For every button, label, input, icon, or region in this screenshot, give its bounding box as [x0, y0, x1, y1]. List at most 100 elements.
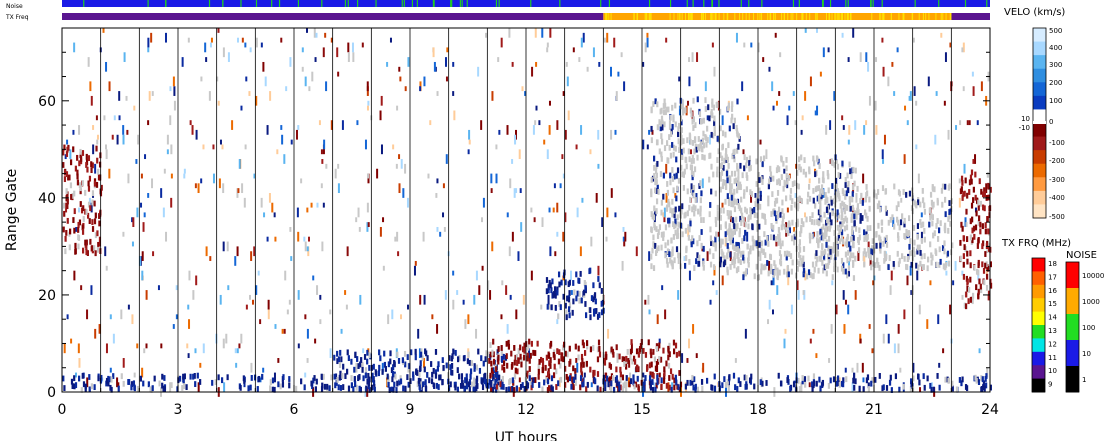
positive-cell — [153, 375, 156, 382]
txfreq-colorbar-label: 13 — [1048, 327, 1057, 335]
negative-cell — [574, 343, 577, 350]
negative-cell — [76, 173, 79, 180]
ground-cell — [789, 253, 793, 259]
positive-cell — [357, 363, 360, 369]
negative-cell — [495, 383, 498, 390]
ground-cell — [666, 261, 669, 268]
ground-cell — [797, 156, 801, 163]
positive-cell — [149, 386, 152, 393]
ground-cell — [674, 229, 677, 236]
ground-cell — [688, 134, 692, 141]
scatter-cell — [217, 100, 220, 106]
ground-cell — [678, 140, 681, 147]
scatter-cell — [151, 91, 154, 96]
scatter-cell — [784, 328, 787, 334]
scatter-cell — [436, 226, 439, 232]
scatter-cell — [231, 120, 234, 130]
ground-cell — [777, 240, 780, 246]
ground-cell — [736, 246, 739, 252]
scatter-cell — [515, 188, 518, 194]
ground-cell — [753, 240, 757, 247]
scatter-cell — [603, 37, 606, 43]
ground-cell — [698, 235, 701, 241]
scatter-cell — [570, 270, 573, 281]
ground-cell — [698, 111, 702, 118]
scatter-cell — [644, 42, 647, 53]
scatter-cell — [613, 37, 616, 48]
ground-cell — [781, 220, 784, 227]
txfreq-color-swatch — [1032, 351, 1045, 366]
txfreq-strip-tick — [903, 13, 905, 20]
scatter-cell — [713, 265, 716, 276]
positive-cell — [494, 379, 497, 385]
scatter-cell — [147, 37, 150, 48]
noise-strip-event — [748, 0, 750, 7]
ground-cell — [823, 227, 827, 234]
scatter-cell — [929, 280, 932, 286]
ground-cell — [772, 234, 776, 241]
negative-cell — [527, 344, 530, 351]
ground-cell — [798, 239, 801, 246]
positive-cell — [466, 358, 469, 365]
negative-cell — [67, 174, 70, 181]
positive-cell — [383, 361, 387, 368]
scatter-cell — [117, 382, 120, 388]
positive-cell — [271, 377, 275, 384]
ground-cell — [671, 167, 674, 173]
positive-cell — [568, 312, 571, 319]
negative-cell — [655, 343, 659, 350]
noise-strip-event — [761, 0, 763, 7]
scatter-cell — [856, 362, 859, 373]
positive-cell — [595, 308, 598, 314]
scatter-cell — [958, 197, 961, 208]
negative-cell — [528, 366, 531, 372]
noise-strip-event — [792, 0, 795, 7]
ground-cell — [677, 221, 680, 228]
ground-cell — [818, 177, 821, 184]
scatter-cell — [108, 168, 111, 179]
positive-cell — [445, 362, 448, 369]
ground-cell — [733, 252, 736, 258]
scatter-cell — [575, 358, 578, 363]
scatter-cell — [462, 299, 465, 305]
ground-cell — [731, 198, 735, 205]
scatter-cell — [276, 149, 279, 155]
ground-cell — [759, 156, 763, 163]
ground-cell — [665, 257, 669, 264]
scatter-cell — [73, 270, 76, 281]
ground-cell — [729, 251, 732, 258]
ground-cell — [819, 203, 822, 210]
positive-cell — [812, 373, 816, 380]
negative-cell — [987, 228, 990, 235]
positive-cell — [407, 381, 410, 388]
ground-cell — [785, 172, 788, 179]
scatter-cell — [959, 120, 962, 126]
scatter-cell — [538, 120, 541, 126]
scatter-cell — [475, 328, 478, 339]
ground-cell — [731, 259, 734, 266]
scatter-cell — [122, 125, 125, 135]
negative-cell — [86, 250, 89, 257]
ground-cell — [829, 222, 832, 229]
scatter-cell — [514, 134, 517, 145]
positive-cell — [74, 382, 78, 389]
ground-cell — [919, 218, 922, 225]
scatter-cell — [136, 207, 139, 218]
scatter-cell — [906, 275, 909, 286]
scatter-cell — [74, 372, 77, 378]
txfreq-strip-tick — [922, 13, 924, 20]
positive-cell — [147, 381, 150, 388]
scatter-cell — [475, 270, 478, 281]
scatter-cell — [280, 125, 283, 130]
ground-cell — [915, 202, 918, 209]
negative-cell — [63, 210, 66, 217]
scatter-cell — [325, 81, 328, 92]
scatter-cell — [553, 183, 556, 189]
scatter-cell — [665, 37, 668, 43]
positive-cell — [656, 379, 659, 386]
x-axis-label: UT hours — [495, 430, 558, 441]
scatter-cell — [90, 95, 93, 106]
txfreq-strip-tick — [690, 13, 692, 20]
txfreq-colorbar-label: 14 — [1048, 314, 1057, 322]
ground-cell — [776, 273, 779, 280]
